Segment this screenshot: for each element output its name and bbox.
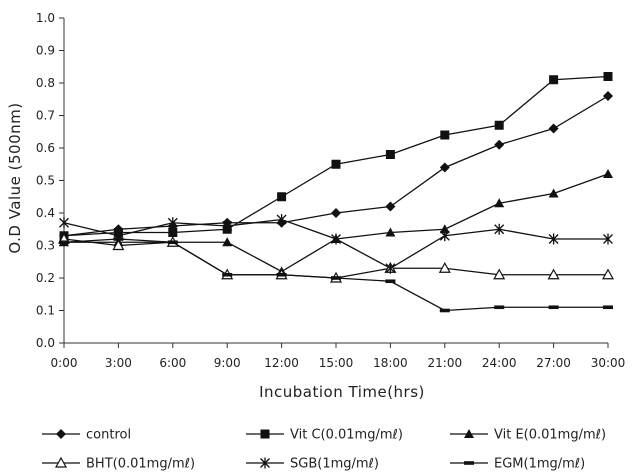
legend-marker bbox=[464, 429, 474, 438]
x-tick-label: 3:00 bbox=[105, 356, 132, 370]
x-tick-label: 18:00 bbox=[373, 356, 408, 370]
data-point bbox=[113, 237, 124, 241]
x-tick-label: 0:00 bbox=[51, 356, 78, 370]
data-point bbox=[331, 233, 341, 245]
legend-marker bbox=[56, 429, 66, 439]
data-point bbox=[167, 240, 178, 245]
legend-item: Vit E(0.01mg/mℓ) bbox=[450, 428, 606, 443]
data-point bbox=[494, 120, 504, 130]
data-point bbox=[493, 268, 506, 280]
data-point bbox=[548, 123, 559, 134]
data-point bbox=[439, 230, 450, 242]
y-tick-label: 0.9 bbox=[36, 44, 55, 58]
data-point bbox=[276, 214, 287, 225]
x-tick-label: 30:00 bbox=[591, 356, 626, 370]
legend-item: EGM(1mg/mℓ) bbox=[450, 457, 585, 472]
legend-marker bbox=[260, 457, 270, 469]
y-tick-label: 0.1 bbox=[36, 304, 55, 318]
series-line bbox=[64, 173, 609, 273]
legend-item: SGB(1mg/mℓ) bbox=[246, 457, 379, 472]
legend-label: EGM(1mg/mℓ) bbox=[494, 457, 585, 472]
data-point bbox=[603, 91, 613, 101]
data-point bbox=[439, 162, 450, 173]
x-tick-label: 9:00 bbox=[214, 356, 241, 370]
data-point bbox=[277, 192, 287, 202]
data-point bbox=[59, 240, 69, 245]
data-point bbox=[331, 276, 341, 280]
x-tick-label: 12:00 bbox=[264, 356, 299, 370]
data-point bbox=[494, 198, 505, 208]
data-point bbox=[603, 169, 613, 178]
data-point bbox=[603, 305, 613, 310]
data-point bbox=[385, 201, 396, 212]
data-point bbox=[439, 308, 450, 313]
y-tick-label: 0.7 bbox=[36, 109, 55, 123]
data-point bbox=[494, 223, 505, 235]
data-point bbox=[603, 72, 613, 81]
legend-item: Vit C(0.01mg/mℓ) bbox=[246, 428, 403, 443]
legend: control Vit C(0.01mg/mℓ) Vit E(0.01mg/mℓ) B… bbox=[42, 428, 606, 472]
data-point bbox=[385, 262, 396, 274]
data-point bbox=[439, 224, 450, 234]
data-point bbox=[547, 268, 560, 280]
x-axis-label: Incubation Time(hrs) bbox=[259, 383, 425, 401]
x-tick-label: 21:00 bbox=[428, 356, 463, 370]
data-point bbox=[549, 75, 559, 85]
data-point bbox=[494, 139, 505, 150]
y-tick-label: 0.2 bbox=[36, 271, 55, 285]
data-point bbox=[494, 305, 505, 310]
series-layer bbox=[57, 72, 615, 313]
data-point bbox=[601, 268, 615, 280]
x-tick-label: 15:00 bbox=[319, 356, 354, 370]
legend-label: Vit E(0.01mg/mℓ) bbox=[494, 428, 606, 443]
series-3 bbox=[59, 169, 613, 276]
data-point bbox=[548, 305, 559, 310]
y-tick-label: 1.0 bbox=[36, 11, 55, 25]
x-tick-label: 24:00 bbox=[482, 356, 517, 370]
data-point bbox=[331, 208, 341, 218]
y-tick-label: 0.5 bbox=[36, 174, 55, 188]
y-axis-label: O.D Value (500nm) bbox=[6, 102, 24, 253]
x-axis-ticks: 0:00 3:00 6:00 9:00 12:00 15:00 18:00 21:00 24:0… bbox=[51, 343, 626, 370]
y-axis-ticks: 0.0 0.1 0.2 0.3 0.4 0.5 0.6 0.7 0.8 0.9 1.0 bbox=[36, 11, 64, 350]
data-point bbox=[112, 239, 125, 251]
y-tick-label: 0.3 bbox=[36, 239, 55, 253]
x-tick-label: 27:00 bbox=[536, 356, 571, 370]
series-6 bbox=[59, 237, 613, 313]
data-point bbox=[385, 227, 396, 237]
data-point bbox=[167, 217, 178, 229]
y-tick-label: 0.8 bbox=[36, 76, 55, 90]
data-point bbox=[438, 262, 451, 273]
data-point bbox=[276, 272, 287, 277]
legend-marker bbox=[260, 429, 270, 439]
data-point bbox=[222, 237, 233, 247]
data-point bbox=[440, 130, 450, 140]
y-tick-label: 0.0 bbox=[36, 336, 55, 350]
series-5 bbox=[59, 214, 613, 274]
data-point bbox=[168, 228, 178, 237]
legend-item: control bbox=[42, 428, 131, 443]
legend-label: SGB(1mg/mℓ) bbox=[290, 457, 379, 472]
data-point bbox=[331, 159, 341, 169]
data-point bbox=[603, 233, 613, 245]
y-tick-label: 0.6 bbox=[36, 141, 55, 155]
legend-label: Vit C(0.01mg/mℓ) bbox=[290, 428, 403, 443]
data-point bbox=[222, 220, 233, 232]
legend-label: BHT(0.01mg/mℓ) bbox=[86, 457, 195, 472]
legend-item: BHT(0.01mg/mℓ) bbox=[42, 457, 195, 472]
legend-marker bbox=[464, 461, 474, 465]
axes bbox=[63, 18, 608, 344]
data-point bbox=[385, 150, 395, 159]
data-point bbox=[222, 272, 233, 277]
legend-label: control bbox=[86, 428, 131, 443]
data-point bbox=[59, 217, 69, 229]
data-point bbox=[385, 279, 396, 284]
x-tick-label: 6:00 bbox=[159, 356, 186, 370]
legend-marker bbox=[54, 456, 68, 468]
y-tick-label: 0.4 bbox=[36, 206, 55, 220]
data-point bbox=[548, 233, 559, 245]
data-point bbox=[548, 188, 559, 198]
